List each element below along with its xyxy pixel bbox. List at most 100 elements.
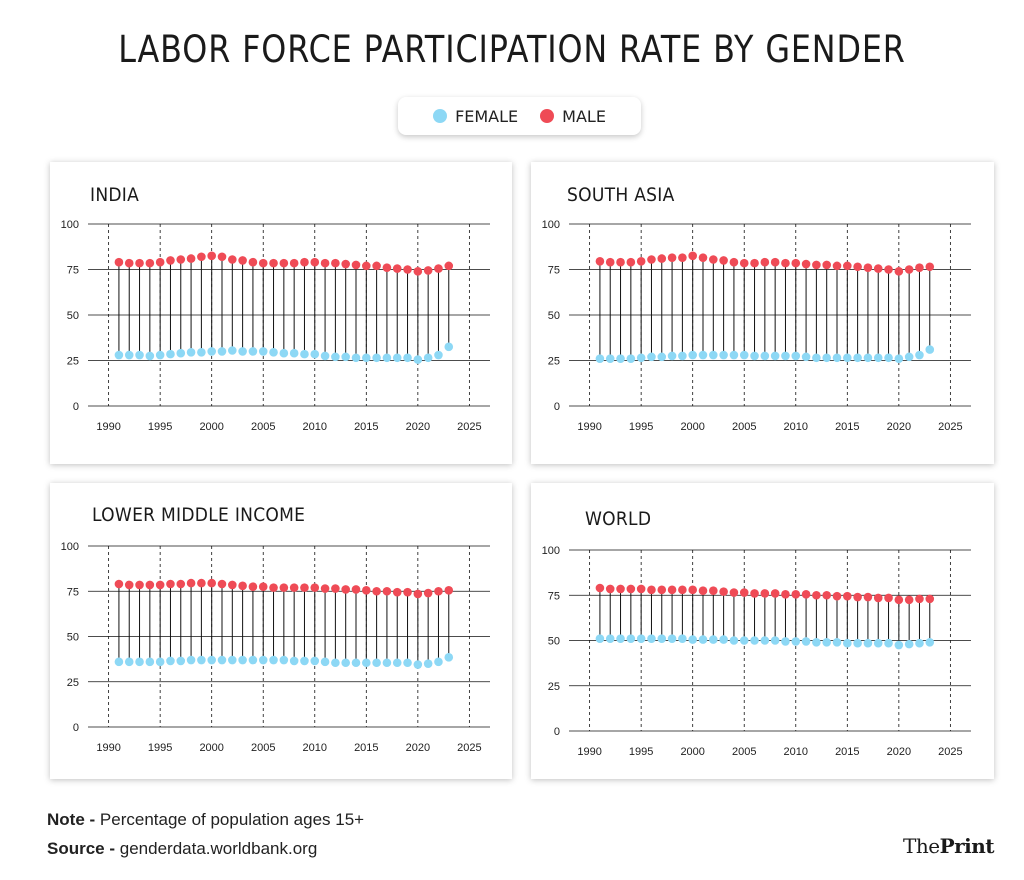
male-point [403, 265, 412, 274]
male-point [853, 262, 862, 272]
male-point [750, 258, 759, 268]
male-point [812, 590, 821, 600]
male-point [269, 258, 278, 268]
female-point [217, 347, 227, 356]
male-point [331, 584, 340, 593]
male-point [729, 257, 739, 267]
male-point [238, 581, 247, 591]
female-point [863, 638, 873, 648]
female-point [636, 634, 646, 643]
male-point [636, 257, 646, 266]
male-point [719, 587, 728, 596]
male-point [884, 265, 893, 274]
female-point [135, 657, 144, 667]
chart-svg: 0 25 50 75 100 1990 1995 2000 2005 2010 2015 2020 20… [61, 541, 490, 754]
female-point [413, 355, 423, 364]
x-tick-label: 1995 [148, 421, 172, 433]
male-point [207, 578, 216, 588]
panel-lower-middle-income: LOWER MIDDLE INCOME 0 25 50 75 100 1990 1995 20… [50, 483, 512, 779]
x-tick-label: 2025 [938, 421, 962, 433]
female-point [719, 635, 728, 644]
male-point [873, 264, 883, 273]
female-point [392, 353, 402, 363]
female-point [228, 346, 237, 355]
female-point [853, 638, 862, 648]
male-point [217, 252, 227, 262]
female-point [362, 353, 371, 363]
female-point [873, 353, 883, 363]
x-tick-label: 2010 [303, 421, 327, 433]
male-point [186, 578, 196, 588]
male-point [155, 257, 165, 267]
female-point [197, 655, 206, 665]
panel-title: SOUTH ASIA [567, 184, 675, 206]
female-point [657, 352, 667, 362]
male-point [822, 590, 831, 600]
female-dot-icon [433, 109, 448, 123]
y-tick-label: 100 [542, 219, 560, 231]
panel-title: INDIA [90, 184, 140, 206]
female-point [647, 352, 656, 362]
female-point [595, 354, 605, 363]
legend-item-male[interactable]: MALE [540, 107, 606, 126]
male-point [843, 591, 852, 601]
female-point [238, 347, 247, 356]
male-point [616, 584, 625, 594]
chart-svg: 0 25 50 75 100 1990 1995 2000 2005 2010 2015 2020 20… [61, 219, 490, 433]
male-point [605, 257, 615, 267]
female-point [382, 353, 392, 363]
male-point [382, 586, 392, 596]
male-point [114, 257, 124, 267]
male-point [595, 583, 605, 593]
male-point [822, 260, 831, 270]
male-point [289, 583, 299, 592]
male-point [801, 590, 811, 599]
male-point [667, 253, 677, 262]
female-point [688, 350, 697, 360]
x-tick-label: 2015 [354, 742, 378, 754]
male-point [760, 589, 770, 598]
panel-title: LOWER MIDDLE INCOME [92, 504, 306, 526]
female-point [616, 354, 625, 363]
female-point [392, 658, 402, 668]
female-point [186, 348, 196, 357]
brand-bold: Print [939, 834, 995, 858]
note-text: Percentage of population ages 15+ [99, 810, 365, 829]
female-point [832, 638, 842, 647]
male-point [444, 261, 454, 271]
x-tick-label: 2010 [303, 742, 327, 754]
male-point [248, 582, 258, 592]
male-point [894, 595, 904, 605]
female-point [904, 352, 914, 362]
x-tick-label: 1990 [96, 421, 120, 433]
y-tick-label: 75 [67, 265, 79, 277]
female-point [791, 351, 801, 361]
male-point [403, 587, 412, 597]
male-point [362, 586, 371, 595]
male-point [688, 585, 697, 595]
female-point [310, 656, 320, 666]
female-point [605, 354, 615, 363]
male-point [269, 583, 278, 592]
female-point [207, 347, 216, 356]
chart-svg: 0 25 50 75 100 1990 1995 2000 2005 2010 2015 2020 20… [542, 545, 971, 758]
male-point [145, 258, 155, 268]
female-point [413, 660, 423, 669]
male-point [155, 580, 165, 590]
male-point [925, 594, 935, 604]
male-point [884, 593, 893, 603]
y-tick-label: 100 [542, 545, 560, 557]
female-point [341, 658, 350, 668]
female-point [781, 637, 790, 646]
female-point [362, 658, 371, 668]
female-point [894, 354, 904, 363]
male-point [310, 257, 320, 267]
male-point [341, 259, 350, 269]
x-tick-label: 2000 [680, 746, 704, 758]
male-point [904, 265, 914, 274]
y-tick-label: 0 [554, 726, 560, 738]
female-point [698, 635, 708, 644]
legend-item-female[interactable]: FEMALE [433, 107, 518, 126]
male-point [791, 590, 801, 599]
x-tick-label: 1995 [148, 742, 172, 754]
